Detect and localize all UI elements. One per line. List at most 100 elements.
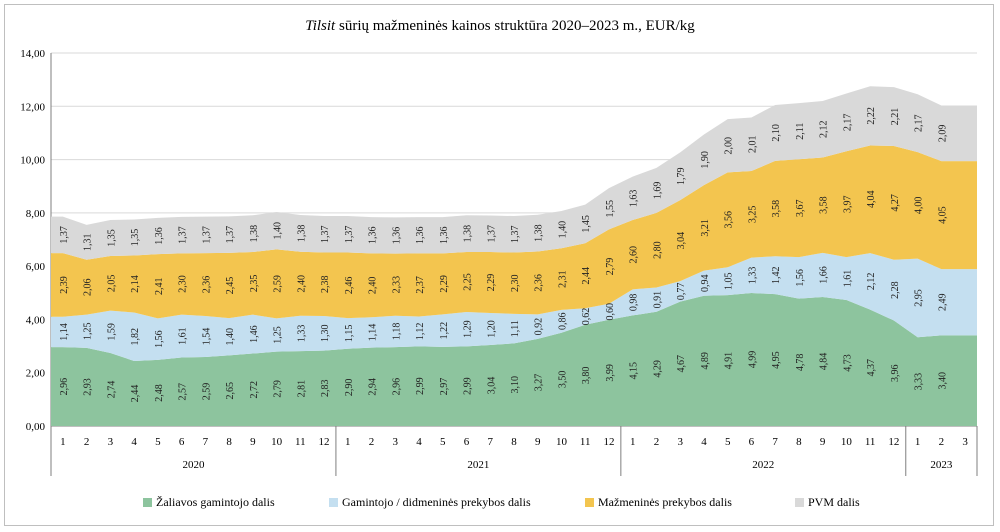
data-label: 1,66 xyxy=(819,266,830,284)
data-label: 2,48 xyxy=(154,384,165,402)
data-label: 2,00 xyxy=(724,137,735,155)
data-label: 2,41 xyxy=(154,278,165,296)
x-tick-label: 12 xyxy=(888,436,899,448)
x-tick-label: 1 xyxy=(915,436,921,448)
data-label: 2,93 xyxy=(83,378,94,396)
data-label: 4,00 xyxy=(914,197,925,215)
year-label: 2020 xyxy=(182,459,205,471)
y-tick-label: 4,00 xyxy=(26,314,46,326)
data-label: 3,50 xyxy=(557,371,568,389)
data-label: 1,14 xyxy=(368,324,379,342)
x-tick-label: 5 xyxy=(155,436,161,448)
data-label: 1,61 xyxy=(842,270,853,288)
legend-label: PVM dalis xyxy=(808,495,860,509)
x-tick-label: 3 xyxy=(962,436,968,448)
y-tick-label: 2,00 xyxy=(26,368,46,380)
y-tick-label: 10,00 xyxy=(20,155,45,167)
chart-title-italic: Tilsit xyxy=(305,18,336,34)
data-label: 1,36 xyxy=(391,227,402,245)
data-label: 2,96 xyxy=(59,378,70,396)
data-label: 2,39 xyxy=(59,276,70,294)
data-label: 2,79 xyxy=(605,258,616,276)
x-tick-label: 11 xyxy=(580,436,591,448)
data-label: 2,31 xyxy=(557,270,568,288)
series-area xyxy=(51,86,977,260)
x-tick-label: 1 xyxy=(630,436,636,448)
data-label: 4,27 xyxy=(890,194,901,212)
data-label: 1,18 xyxy=(391,323,402,341)
data-label: 2,17 xyxy=(842,114,853,131)
data-label: 2,17 xyxy=(914,114,925,131)
x-tick-label: 9 xyxy=(820,436,826,448)
x-tick-label: 5 xyxy=(440,436,446,448)
series-area xyxy=(51,145,977,319)
data-label: 4,84 xyxy=(819,353,830,371)
data-label: 2,44 xyxy=(130,385,141,403)
data-label: 2,22 xyxy=(866,107,877,125)
data-label: 2,95 xyxy=(914,289,925,307)
year-label: 2023 xyxy=(930,459,953,471)
x-tick-label: 8 xyxy=(511,436,517,448)
x-tick-label: 6 xyxy=(179,436,185,448)
data-label: 1,56 xyxy=(795,269,806,287)
data-label: 1,25 xyxy=(273,326,284,344)
data-label: 2,30 xyxy=(178,275,189,293)
data-label: 2,12 xyxy=(819,120,830,138)
data-label: 2,46 xyxy=(344,277,355,295)
data-label: 2,79 xyxy=(273,380,284,398)
chart-title-rest: sūrių mažmeninės kainos struktūra 2020–2… xyxy=(335,18,695,34)
data-label: 0,98 xyxy=(629,294,640,312)
data-label: 4,99 xyxy=(747,351,758,369)
data-label: 4,04 xyxy=(866,191,877,209)
data-label: 1,46 xyxy=(249,325,260,343)
x-tick-label: 9 xyxy=(535,436,541,448)
data-label: 1,37 xyxy=(320,226,331,244)
data-label: 3,58 xyxy=(819,196,830,214)
data-label: 1,25 xyxy=(83,323,94,341)
data-label: 3,67 xyxy=(795,199,806,217)
data-label: 2,99 xyxy=(463,377,474,395)
data-label: 3,10 xyxy=(510,376,521,394)
x-tick-label: 12 xyxy=(319,436,330,448)
data-label: 1,37 xyxy=(225,226,236,244)
x-tick-label: 4 xyxy=(701,436,707,448)
data-label: 3,27 xyxy=(534,374,545,392)
data-label: 2,29 xyxy=(486,274,497,292)
data-label: 2,81 xyxy=(296,380,307,398)
legend-label: Gamintojo / didmeninės prekybos dalis xyxy=(342,495,531,509)
data-label: 1,15 xyxy=(344,325,355,343)
x-tick-label: 9 xyxy=(250,436,256,448)
x-tick-label: 1 xyxy=(345,436,351,448)
x-tick-label: 5 xyxy=(725,436,731,448)
data-label: 3,56 xyxy=(724,211,735,229)
data-label: 0,77 xyxy=(676,283,687,301)
x-tick-label: 7 xyxy=(488,436,494,448)
data-label: 1,38 xyxy=(249,225,260,243)
data-label: 0,92 xyxy=(534,318,545,336)
data-label: 3,58 xyxy=(771,200,782,218)
data-label: 1,69 xyxy=(652,182,663,200)
data-label: 1,36 xyxy=(415,226,426,244)
data-label: 1,33 xyxy=(747,267,758,285)
x-tick-label: 10 xyxy=(556,436,568,448)
data-label: 1,40 xyxy=(273,222,284,240)
data-label: 2,09 xyxy=(937,125,948,143)
data-label: 1,59 xyxy=(106,323,117,341)
data-label: 2,29 xyxy=(439,275,450,293)
data-label: 2,37 xyxy=(415,276,426,294)
data-label: 4,78 xyxy=(795,354,806,372)
data-label: 4,89 xyxy=(700,352,711,370)
data-label: 3,97 xyxy=(842,195,853,213)
data-label: 3,33 xyxy=(914,373,925,391)
x-tick-label: 11 xyxy=(295,436,306,448)
data-label: 2,74 xyxy=(106,381,117,399)
data-label: 2,59 xyxy=(201,383,212,401)
data-label: 1,12 xyxy=(415,323,426,341)
x-tick-label: 7 xyxy=(772,436,778,448)
data-label: 1,90 xyxy=(700,151,711,169)
legend-label: Mažmeninės prekybos dalis xyxy=(598,495,732,509)
x-tick-label: 10 xyxy=(841,436,853,448)
data-label: 1,33 xyxy=(296,325,307,343)
data-label: 3,96 xyxy=(890,364,901,382)
data-label: 1,45 xyxy=(581,215,592,233)
